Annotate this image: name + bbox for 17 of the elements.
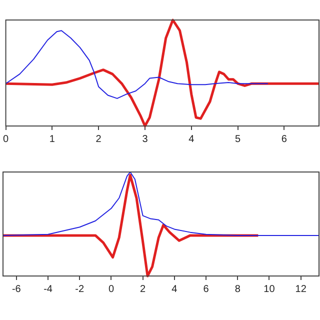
x-tick-label: 4 [172,284,178,295]
x-tick-label: 6 [203,284,210,295]
x-tick-label: 0 [108,284,114,295]
x-tick-label: 8 [234,284,241,295]
x-tick-label: 4 [188,134,195,145]
x-tick-label: 0 [3,134,9,145]
x-tick-label: 3 [142,134,148,145]
x-tick-label: -4 [44,284,53,295]
x-tick-label: -2 [75,284,85,295]
x-tick-label: 2 [140,284,146,295]
x-tick-label: -6 [12,284,22,295]
x-tick-label: 6 [281,134,288,145]
x-tick-label: 1 [49,134,56,145]
x-tick-label: 10 [264,284,276,295]
x-tick-label: 5 [235,134,242,145]
x-tick-label: 12 [295,284,307,295]
x-tick-label: 2 [96,134,102,145]
